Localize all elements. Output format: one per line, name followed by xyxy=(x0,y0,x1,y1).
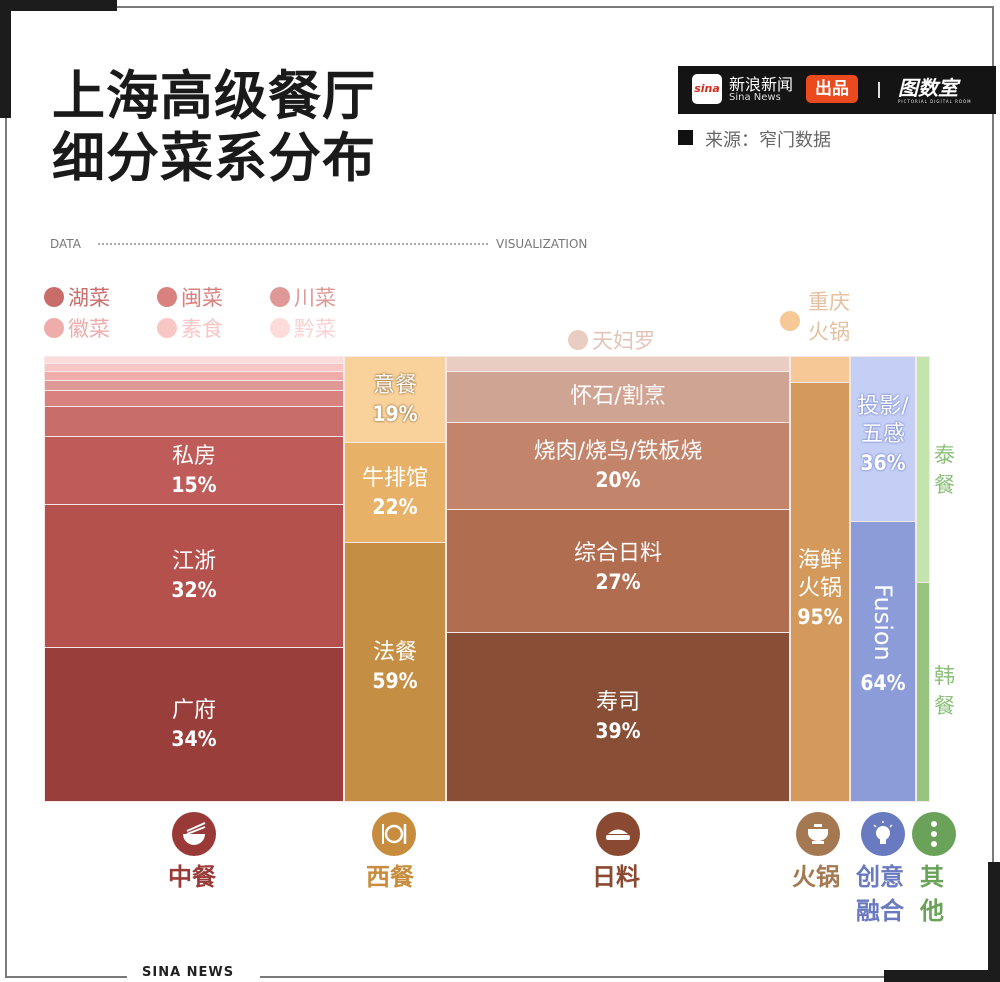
bowl-chopsticks-icon xyxy=(172,812,216,856)
title-line-1: 上海高级餐厅 xyxy=(52,66,376,127)
partner-logo: 图数室 xyxy=(898,76,958,100)
frame-bottom-line-left xyxy=(5,976,127,978)
frame-top-line xyxy=(117,6,993,8)
dotted-divider xyxy=(98,243,488,245)
category-label-japanese: 日料 xyxy=(592,863,640,891)
hotpot-icon xyxy=(796,812,840,856)
legend-item-hunan: 湖菜 xyxy=(44,282,110,312)
label-thai: 泰 餐 xyxy=(934,443,955,497)
category-label-chinese: 中餐 xyxy=(168,863,216,891)
segment-chongqing-hotpot[interactable] xyxy=(790,356,850,383)
frame-bottom-line-right xyxy=(260,976,884,978)
frame-right-line xyxy=(992,6,994,862)
segment-fusion[interactable]: Fusion 64% xyxy=(850,521,916,802)
source-marker-icon xyxy=(678,130,693,145)
category-label-hotpot: 火锅 xyxy=(792,863,840,891)
source-text: 来源：窄门数据 xyxy=(705,130,831,151)
legend-item-sichuan: 川菜 xyxy=(270,282,336,312)
plate-fork-knife-icon xyxy=(372,812,416,856)
segment-sifang[interactable]: 私房 15% xyxy=(44,436,344,505)
legend-item-guizhou: 黔菜 xyxy=(270,313,336,343)
legend-dot-icon xyxy=(44,318,64,338)
segment-guangfu[interactable]: 广府 34% xyxy=(44,647,344,802)
segment-kaiseki[interactable]: 怀石/割烹 xyxy=(446,371,790,423)
segment-hunan[interactable] xyxy=(44,406,344,437)
legend-dot-icon xyxy=(157,318,177,338)
segment-french[interactable]: 法餐 59% xyxy=(344,542,446,802)
segment-korean[interactable] xyxy=(916,582,930,802)
category-label-other: 其 他 xyxy=(920,863,944,925)
segment-sushi[interactable]: 寿司 39% xyxy=(446,632,790,802)
legend-dot-icon xyxy=(44,287,64,307)
legend-item-hui: 徽菜 xyxy=(44,313,110,343)
produced-badge: 出品 xyxy=(806,75,858,103)
segment-min[interactable] xyxy=(44,390,344,407)
category-label-creative: 创意 融合 xyxy=(856,863,904,925)
page-title: 上海高级餐厅 细分菜系分布 xyxy=(52,66,376,190)
frame-corner-bottom-right-h xyxy=(884,970,1000,982)
sina-logo-icon: sina xyxy=(692,74,722,104)
sushi-icon xyxy=(596,812,640,856)
category-label-western: 西餐 xyxy=(366,863,414,891)
legend-item-vegetarian: 素食 xyxy=(157,313,223,343)
segment-tempura[interactable] xyxy=(446,356,790,372)
legend-dot-icon xyxy=(780,311,800,331)
more-dots-icon xyxy=(912,812,956,856)
segment-jiangzhe[interactable]: 江浙 32% xyxy=(44,504,344,648)
segment-general-japanese[interactable]: 综合日料 27% xyxy=(446,509,790,633)
legend-dot-icon xyxy=(270,287,290,307)
segment-yakiniku[interactable]: 烧肉/烧鸟/铁板烧 20% xyxy=(446,422,790,510)
segment-steakhouse[interactable]: 牛排馆 22% xyxy=(344,442,446,543)
lightbulb-icon xyxy=(861,812,905,856)
legend-dot-icon xyxy=(568,330,588,350)
frame-corner-top-left-v xyxy=(0,0,11,118)
partner-logo-sub: PICTORIAL DIGITAL ROOM xyxy=(898,99,972,104)
frame-left-line xyxy=(5,118,7,978)
brand-separator xyxy=(878,82,880,98)
legend-dot-icon xyxy=(157,287,177,307)
segment-italian[interactable]: 意餐 19% xyxy=(344,356,446,443)
frame-corner-top-left-h xyxy=(0,0,117,11)
footer-brand: SINA NEWS xyxy=(142,965,235,980)
segment-thai[interactable] xyxy=(916,356,930,583)
visualization-label: VISUALIZATION xyxy=(496,237,588,251)
title-line-2: 细分菜系分布 xyxy=(52,128,376,189)
frame-corner-bottom-right-v xyxy=(988,862,1000,982)
segment-projection[interactable]: 投影/ 五感 36% xyxy=(850,356,916,522)
legend-item-tempura: 天妇罗 xyxy=(568,325,655,355)
legend-item-min: 闽菜 xyxy=(157,282,223,312)
label-korean: 韩 餐 xyxy=(934,664,955,718)
brand-name-cn: 新浪新闻 xyxy=(729,75,794,94)
legend-dot-icon xyxy=(270,318,290,338)
brand-name-en: Sina News xyxy=(729,92,781,103)
data-label: DATA xyxy=(50,237,81,251)
segment-seafood-hotpot[interactable]: 海鲜 火锅 95% xyxy=(790,382,850,802)
